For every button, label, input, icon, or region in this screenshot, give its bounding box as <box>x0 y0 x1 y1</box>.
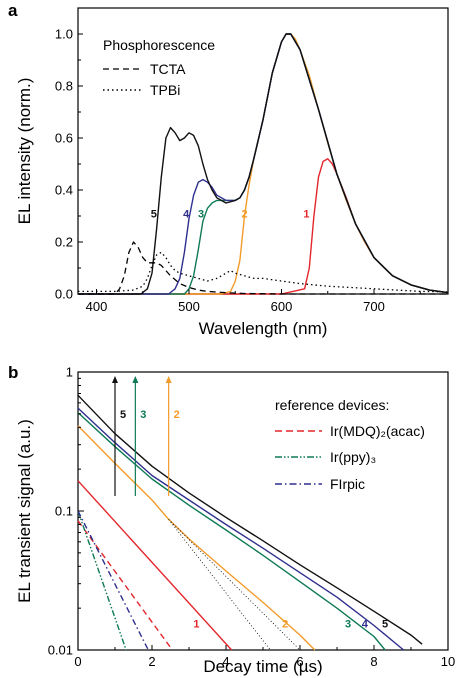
panel-a-y-axis-label: EL intensity (norm.) <box>15 78 34 225</box>
panel-b-label: b <box>8 363 18 382</box>
panel-a-x-tick-label: 600 <box>271 299 293 314</box>
panel-b-x-tick-label: 0 <box>74 654 81 669</box>
panel-b-x-tick-label: 10 <box>441 654 455 669</box>
panel-b-curve-label: 5 <box>382 619 388 631</box>
legend-ppy-label: Ir(ppy)₃ <box>330 449 376 465</box>
panel-b-x-tick-label: 2 <box>148 654 155 669</box>
panel-a-curve-label: 2 <box>241 208 247 220</box>
panel-a-legend: Phosphorescence TCTA TPBi <box>103 37 215 98</box>
panel-b-series-firpic <box>77 510 149 651</box>
panel-a-series-4 <box>78 33 449 295</box>
panel-b-legend-title: reference devices: <box>275 397 389 413</box>
panel-b-fit-line <box>168 519 271 651</box>
panel-a-series-tcta <box>78 241 448 295</box>
panel-a-curve-label: 4 <box>183 208 190 220</box>
panel-b-y-tick-label: 0.1 <box>55 504 73 519</box>
panel-b-x-tick-label: 6 <box>296 654 303 669</box>
panel-a-x-axis-label: Wavelength (nm) <box>199 319 328 338</box>
panel-b-curve-label: 2 <box>282 619 288 631</box>
panel-a-series-2 <box>78 33 449 295</box>
legend-tpbi-label: TPBi <box>150 82 180 98</box>
panel-a-label: a <box>8 1 18 20</box>
panel-b-series-1 <box>77 480 233 651</box>
panel-b-y-tick-label: 0.01 <box>48 643 73 658</box>
panel-b-frame <box>77 371 449 651</box>
legend-firpic-label: FIrpic <box>330 476 365 492</box>
panel-a-y-tick-label: 0.0 <box>55 287 73 302</box>
panel-a-series-1 <box>78 158 449 295</box>
panel-b-curve-label: 3 <box>345 619 351 631</box>
panel-a-curve-label: 5 <box>151 208 157 220</box>
panel-b-arrow-head <box>165 376 172 383</box>
legend-tcta-label: TCTA <box>150 61 186 77</box>
panel-a-series-5 <box>78 33 449 295</box>
panel-a-curve-label: 3 <box>198 208 204 220</box>
panel-b-x-tick-label: 8 <box>370 654 377 669</box>
panel-a-x-tick-label: 400 <box>86 299 108 314</box>
panel-b-series-2 <box>77 425 316 651</box>
panel-b-arrow-label: 3 <box>140 409 146 421</box>
panel-a-y-tick-label: 1.0 <box>55 27 73 42</box>
panel-b-y-axis-label: EL transient signal (a.u.) <box>15 419 34 603</box>
panel-b-y-tick-label: 1 <box>66 365 73 380</box>
panel-b-x-axis-label: Decay time (µs) <box>203 657 322 676</box>
panel-b-x-tick-label: 4 <box>222 654 229 669</box>
panel-a-series-3 <box>78 33 449 295</box>
panel-b-fit-line <box>168 519 301 651</box>
panel-b-series-ir-ppy- <box>77 510 127 651</box>
panel-b-curve-label: 4 <box>362 619 369 631</box>
panel-a-legend-title: Phosphorescence <box>103 37 215 53</box>
panel-b-arrow-label: 2 <box>174 409 180 421</box>
legend-mdq-label: Ir(MDQ)₂(acac) <box>330 423 425 439</box>
panel-a: a 400 500 600 700 0.0 0.2 0.4 0.6 0.8 1.0 1 2 34 5 P… <box>8 1 449 338</box>
panel-a-y-tick-label: 0.6 <box>55 131 73 146</box>
panel-b-series-4 <box>77 407 405 651</box>
panel-b-arrow-label: 5 <box>120 409 126 421</box>
panel-a-x-tick-label: 500 <box>178 299 200 314</box>
panel-b-series-3 <box>77 412 386 651</box>
panel-a-y-tick-label: 0.8 <box>55 79 73 94</box>
panel-a-y-tick-label: 0.2 <box>55 235 73 250</box>
panel-a-x-tick-label: 700 <box>363 299 385 314</box>
panel-a-series-tpbi <box>78 251 449 293</box>
panel-b-curve-label: 1 <box>193 619 199 631</box>
panel-b-arrow-head <box>112 376 118 383</box>
panel-b-legend: reference devices: Ir(MDQ)₂(acac) Ir(ppy… <box>275 397 425 492</box>
panel-b-series-5 <box>77 394 423 645</box>
panel-b-arrow-head <box>132 376 139 383</box>
panel-b-series-ir-mdq-acac- <box>77 520 173 651</box>
panel-a-curve-label: 1 <box>303 208 309 220</box>
panel-a-y-tick-label: 0.4 <box>55 183 73 198</box>
